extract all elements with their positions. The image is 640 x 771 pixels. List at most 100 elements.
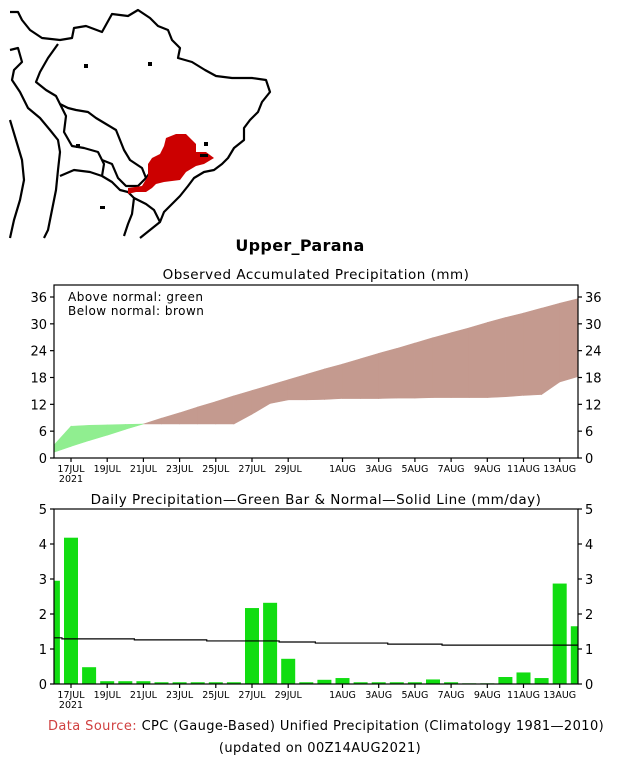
daily-bar bbox=[64, 537, 78, 684]
x-tick-label: 7AUG bbox=[438, 690, 465, 701]
daily-bar bbox=[226, 682, 241, 684]
x-tick-label: 17JUL bbox=[57, 464, 85, 475]
below-normal-area bbox=[432, 332, 452, 398]
x-tick-label: 1AUG bbox=[329, 464, 356, 475]
x-tick-label: 3AUG bbox=[365, 690, 392, 701]
daily-bar bbox=[100, 681, 115, 684]
daily-x-ticks: 17JUL 19JUL 21JUL 23JUL 25JUL 27JUL 29JUL 1AUG 3… bbox=[57, 684, 576, 711]
x-tick-label: 25JUL bbox=[202, 464, 230, 475]
daily-bar bbox=[317, 679, 332, 684]
country-borders bbox=[8, 8, 272, 239]
daily-bar bbox=[534, 678, 549, 684]
y-tick-label-right: 0 bbox=[585, 678, 593, 693]
below-normal-area bbox=[179, 406, 198, 425]
region-title: Upper_Parana bbox=[235, 236, 365, 255]
daily-bar bbox=[552, 583, 567, 684]
below-normal-area bbox=[197, 401, 217, 425]
x-tick-label: 5AUG bbox=[401, 464, 428, 475]
daily-chart-title: Daily Precipitation—Green Bar & Normal—S… bbox=[91, 492, 542, 508]
x-year-label: 2021 bbox=[59, 474, 83, 485]
y-tick-label-right: 18 bbox=[585, 372, 602, 387]
x-tick-label: 11AUG bbox=[507, 464, 540, 475]
data-source-line: Data Source: CPC (Gauge-Based) Unified P… bbox=[48, 719, 604, 734]
daily-bar bbox=[335, 678, 350, 684]
daily-bar bbox=[570, 626, 578, 684]
daily-bar bbox=[389, 682, 404, 684]
y-tick-label-right: 2 bbox=[585, 608, 593, 623]
daily-bar bbox=[444, 682, 459, 684]
y-tick-label-left: 12 bbox=[30, 398, 47, 413]
below-normal-area bbox=[251, 384, 271, 415]
map-dots bbox=[76, 62, 208, 209]
coastline-north bbox=[10, 8, 272, 239]
daily-bar bbox=[54, 580, 60, 684]
y-tick-label-right: 5 bbox=[585, 503, 593, 518]
below-normal-area bbox=[215, 395, 235, 425]
border-argentina bbox=[59, 168, 136, 237]
x-tick-label: 27JUL bbox=[238, 690, 266, 701]
y-tick-label-right: 36 bbox=[585, 291, 602, 306]
below-normal-area bbox=[143, 417, 162, 425]
below-normal-area bbox=[486, 317, 506, 398]
below-normal-area bbox=[287, 373, 307, 401]
daily-bar bbox=[299, 682, 314, 684]
x-tick-label: 11AUG bbox=[507, 690, 540, 701]
region-locator-map bbox=[8, 8, 272, 239]
y-tick-label-left: 24 bbox=[30, 345, 47, 360]
below-normal-area bbox=[305, 368, 325, 401]
normal-line bbox=[54, 637, 578, 646]
x-tick-label: 17JUL bbox=[57, 690, 85, 701]
daily-bar bbox=[281, 658, 296, 684]
x-tick-label: 25JUL bbox=[202, 690, 230, 701]
daily-bar bbox=[172, 682, 187, 684]
x-tick-label: 27JUL bbox=[238, 464, 266, 475]
y-tick-label-right: 30 bbox=[585, 318, 602, 333]
y-tick-label-left: 5 bbox=[39, 503, 47, 518]
accumulated-plot-frame bbox=[53, 284, 579, 459]
daily-bar bbox=[426, 679, 440, 684]
x-tick-label: 29JUL bbox=[275, 690, 303, 701]
above-normal-area bbox=[106, 424, 126, 436]
below-normal-area bbox=[505, 312, 524, 398]
daily-bar bbox=[208, 682, 223, 684]
below-normal-area bbox=[342, 358, 361, 399]
below-normal-area bbox=[559, 298, 579, 383]
above-normal-area bbox=[70, 425, 90, 447]
daily-bar bbox=[353, 682, 368, 684]
x-year-label: 2021 bbox=[59, 700, 83, 711]
x-tick-label: 21JUL bbox=[130, 464, 158, 475]
x-tick-label: 29JUL bbox=[275, 464, 303, 475]
data-source-text: CPC (Gauge-Based) Unified Precipitation … bbox=[141, 719, 605, 734]
daily-bar bbox=[190, 682, 205, 684]
daily-bar bbox=[154, 682, 169, 684]
above-normal-area bbox=[88, 424, 108, 441]
accumulated-y-ticks: 0 0 6 6 12 12 18 18 24 24 30 30 36 36 bbox=[30, 291, 601, 467]
daily-bar bbox=[136, 681, 151, 684]
y-tick-label-right: 1 bbox=[585, 643, 593, 658]
x-tick-label: 19JUL bbox=[94, 690, 122, 701]
y-tick-label-left: 6 bbox=[39, 425, 47, 440]
below-normal-area bbox=[233, 390, 253, 425]
upper-parana-basin bbox=[128, 134, 214, 194]
coastline-southwest bbox=[8, 119, 26, 239]
y-tick-label-right: 12 bbox=[585, 398, 602, 413]
data-source-label: Data Source: bbox=[48, 719, 138, 734]
x-tick-label: 9AUG bbox=[474, 690, 501, 701]
above-normal-area bbox=[53, 425, 72, 453]
daily-bars bbox=[54, 537, 578, 684]
below-normal-area bbox=[450, 327, 470, 398]
border-uruguay bbox=[133, 197, 161, 223]
y-tick-label-right: 4 bbox=[585, 538, 593, 553]
below-normal-area bbox=[161, 412, 180, 425]
border-paraguay bbox=[101, 158, 153, 188]
below-normal-area bbox=[523, 307, 542, 396]
below-normal-area bbox=[396, 342, 416, 399]
x-tick-label: 19JUL bbox=[94, 464, 122, 475]
x-tick-label: 3AUG bbox=[365, 464, 392, 475]
legend-below-normal: Below normal: brown bbox=[68, 304, 204, 318]
daily-bar bbox=[498, 677, 513, 684]
y-tick-label-right: 24 bbox=[585, 345, 602, 360]
y-tick-label-left: 1 bbox=[39, 643, 47, 658]
x-tick-label: 13AUG bbox=[543, 690, 576, 701]
